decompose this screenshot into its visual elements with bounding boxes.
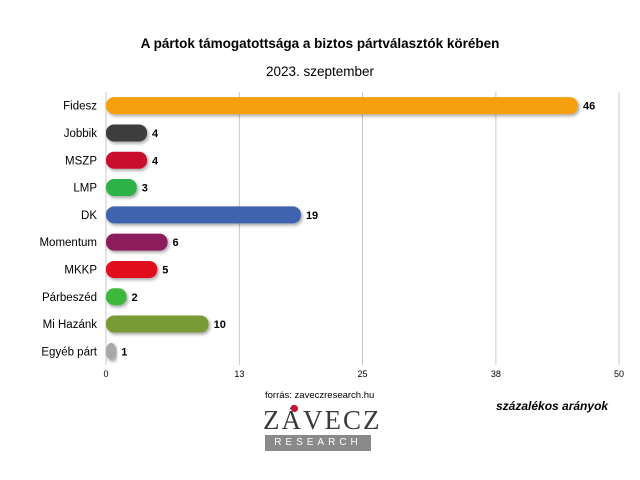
category-label: Momentum: [39, 237, 97, 249]
category-label: Jobbik: [64, 128, 97, 140]
bar: [106, 342, 117, 360]
bar: [106, 151, 148, 169]
bar: [106, 315, 209, 333]
chart-title: A pártok támogatottsága a biztos pártvál…: [140, 36, 500, 51]
zavecz-logo: ZÁVECZ RESEARCH: [263, 403, 382, 451]
bar: [106, 233, 168, 251]
bar: [106, 288, 127, 306]
bar: [106, 179, 137, 197]
category-label: Egyéb párt: [41, 346, 97, 358]
category-label: DK: [81, 210, 97, 222]
chart-subtitle: 2023. szeptember: [265, 64, 375, 79]
data-label: 6: [173, 237, 179, 249]
data-label: 1: [121, 346, 127, 358]
data-label: 10: [214, 319, 226, 331]
x-tick-label: 13: [234, 369, 244, 379]
bar: [106, 260, 158, 278]
unit-note: százalékos arányok: [496, 399, 609, 413]
data-label: 4: [152, 128, 159, 140]
x-tick-label: 38: [491, 369, 501, 379]
logo-sub: RESEARCH: [265, 435, 371, 451]
category-label: Mi Hazánk: [43, 319, 98, 331]
data-label: 2: [132, 292, 138, 304]
category-label: Fidesz: [63, 101, 97, 113]
logo-name: ZÁVECZ: [263, 405, 382, 435]
source-note: forrás: zaveczresearch.hu: [265, 390, 375, 401]
category-label: Párbeszéd: [42, 292, 97, 304]
data-label: 46: [583, 101, 595, 113]
data-label: 3: [142, 183, 148, 195]
logo-accent-dot: [291, 405, 298, 412]
data-label: 19: [306, 210, 318, 222]
bar: [106, 124, 148, 142]
bar: [106, 206, 301, 224]
category-label: LMP: [73, 183, 97, 195]
data-label: 5: [162, 264, 168, 276]
data-label: 4: [152, 155, 159, 167]
bar: [106, 97, 578, 115]
x-tick-label: 50: [614, 369, 624, 379]
category-label: MSZP: [65, 155, 97, 167]
category-label: MKKP: [64, 264, 97, 276]
x-tick-label: 0: [103, 369, 108, 379]
x-tick-label: 25: [357, 369, 367, 379]
